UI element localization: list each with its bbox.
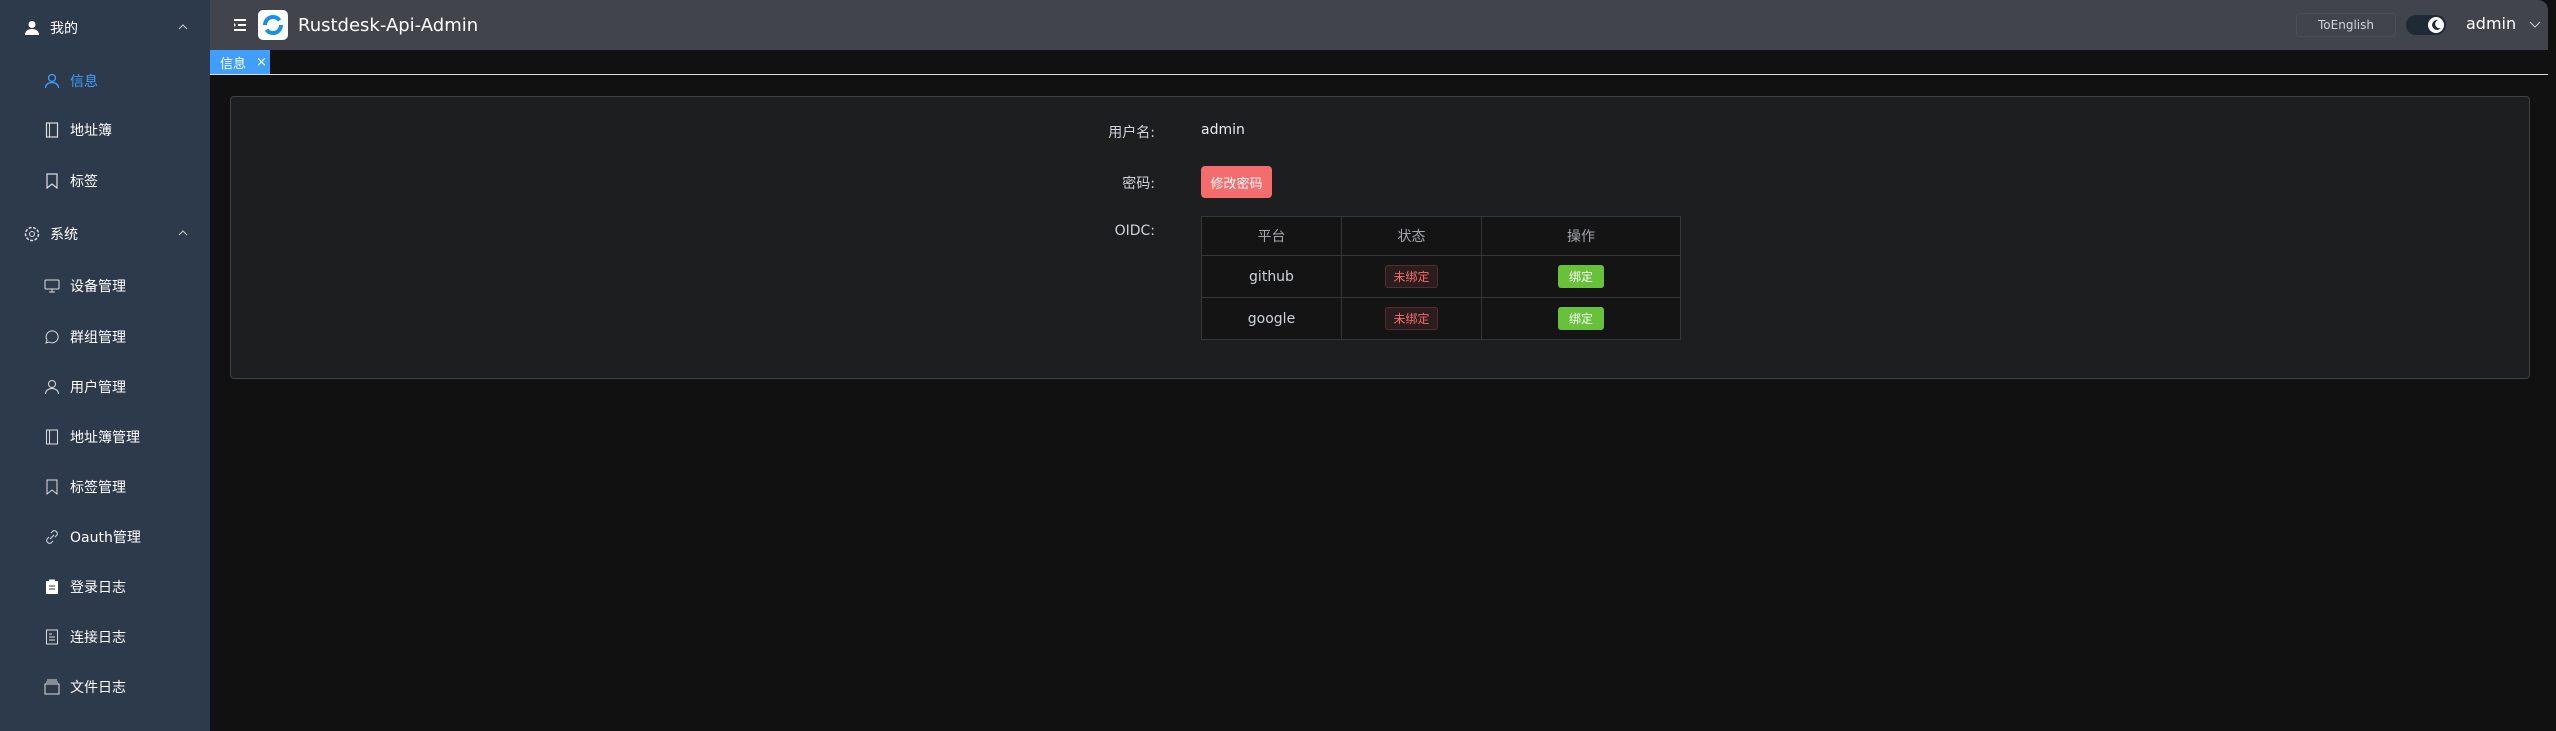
sidebar-item-label: 文件日志 <box>70 680 126 696</box>
table-header-row: 平台 状态 操作 <box>1201 216 1681 256</box>
oidc-label: OIDC: <box>1114 223 1155 239</box>
top-header: Rustdesk-Api-Admin ToEnglish admin <box>210 0 2548 50</box>
sidebar-group-mine[interactable]: 我的 <box>0 3 210 53</box>
sidebar-item-groups[interactable]: 群组管理 <box>0 312 210 362</box>
oidc-table: 平台 状态 操作 github 未绑定 绑定 google 未绑定 绑定 <box>1201 216 1681 340</box>
notebook-icon <box>44 429 60 445</box>
user-menu[interactable]: admin <box>2466 14 2542 33</box>
sidebar-item-tags-admin[interactable]: 标签管理 <box>0 462 210 512</box>
sidebar-item-label: 标签 <box>70 174 98 190</box>
sidebar-group-system[interactable]: 系统 <box>0 209 210 259</box>
bind-button[interactable]: 绑定 <box>1557 265 1604 288</box>
password-label: 密码: <box>1122 176 1155 192</box>
chat-icon <box>44 329 60 345</box>
platform-cell: github <box>1201 255 1342 298</box>
sidebar-item-label: 地址簿 <box>70 123 112 139</box>
document-icon <box>44 629 60 645</box>
sidebar-item-label: 设备管理 <box>70 279 126 295</box>
sidebar-item-label: 地址簿管理 <box>70 430 140 446</box>
chevron-down-icon <box>2529 21 2541 28</box>
change-password-button[interactable]: 修改密码 <box>1201 166 1272 198</box>
sidebar-item-addressbook[interactable]: 地址簿 <box>0 105 210 155</box>
clipboard-icon <box>44 579 60 595</box>
sidebar-item-label: 信息 <box>70 74 98 90</box>
sidebar-item-users[interactable]: 用户管理 <box>0 362 210 412</box>
status-badge: 未绑定 <box>1385 265 1438 288</box>
monitor-icon <box>44 278 60 294</box>
sidebar-item-login-log[interactable]: 登录日志 <box>0 562 210 612</box>
sidebar-item-addressbook-admin[interactable]: 地址簿管理 <box>0 412 210 462</box>
username: admin <box>2466 14 2517 33</box>
language-toggle-button[interactable]: ToEnglish <box>2296 13 2396 37</box>
sidebar-item-file-log[interactable]: 文件日志 <box>0 662 210 712</box>
bind-button[interactable]: 绑定 <box>1557 307 1604 330</box>
bookmark-icon <box>44 173 60 189</box>
sidebar-group-label: 系统 <box>50 227 78 243</box>
sidebar-item-oauth[interactable]: Oauth管理 <box>0 512 210 562</box>
user-outline-icon <box>44 73 60 89</box>
sidebar-group-label: 我的 <box>50 21 78 37</box>
user-icon <box>24 20 40 36</box>
sidebar-item-label: 用户管理 <box>70 380 126 396</box>
chevron-up-icon <box>178 230 188 236</box>
sidebar-item-label: 群组管理 <box>70 330 126 346</box>
box-icon <box>44 679 60 695</box>
sidebar-item-label: Oauth管理 <box>70 530 141 546</box>
close-icon[interactable]: × <box>256 54 267 70</box>
sidebar-item-devices[interactable]: 设备管理 <box>0 261 210 311</box>
username-label: 用户名: <box>1108 125 1155 141</box>
bookmark-icon <box>44 479 60 495</box>
sidebar-item-connection-log[interactable]: 连接日志 <box>0 612 210 662</box>
gear-icon <box>24 226 40 242</box>
tab-info[interactable]: 信息 × <box>210 50 270 74</box>
sidebar-item-label: 登录日志 <box>70 580 126 596</box>
column-header: 平台 <box>1201 216 1342 256</box>
app-logo <box>258 10 288 40</box>
sidebar-item-tags[interactable]: 标签 <box>0 156 210 206</box>
notebook-icon <box>44 122 60 138</box>
app-title: Rustdesk-Api-Admin <box>298 14 479 36</box>
sidebar-item-label: 连接日志 <box>70 630 126 646</box>
tab-label: 信息 <box>220 56 247 72</box>
sidebar: 我的 信息 地址簿 标签 系统 设备管理 群组管理 用户管理 地址簿管理 标签管… <box>0 0 210 731</box>
username-value: admin <box>1201 122 1245 138</box>
column-header: 操作 <box>1481 216 1681 256</box>
sidebar-item-label: 标签管理 <box>70 480 126 496</box>
sidebar-item-info[interactable]: 信息 <box>0 56 210 106</box>
theme-toggle[interactable] <box>2406 15 2446 35</box>
chevron-up-icon <box>178 24 188 30</box>
table-row: github 未绑定 绑定 <box>1201 255 1681 298</box>
status-badge: 未绑定 <box>1385 307 1438 330</box>
user-outline-icon <box>44 379 60 395</box>
column-header: 状态 <box>1341 216 1482 256</box>
platform-cell: google <box>1201 297 1342 340</box>
moon-icon <box>2428 17 2444 33</box>
tab-bar: 信息 × <box>210 50 2548 75</box>
table-row: google 未绑定 绑定 <box>1201 297 1681 340</box>
menu-fold-icon[interactable] <box>232 17 248 33</box>
link-icon <box>44 529 60 545</box>
